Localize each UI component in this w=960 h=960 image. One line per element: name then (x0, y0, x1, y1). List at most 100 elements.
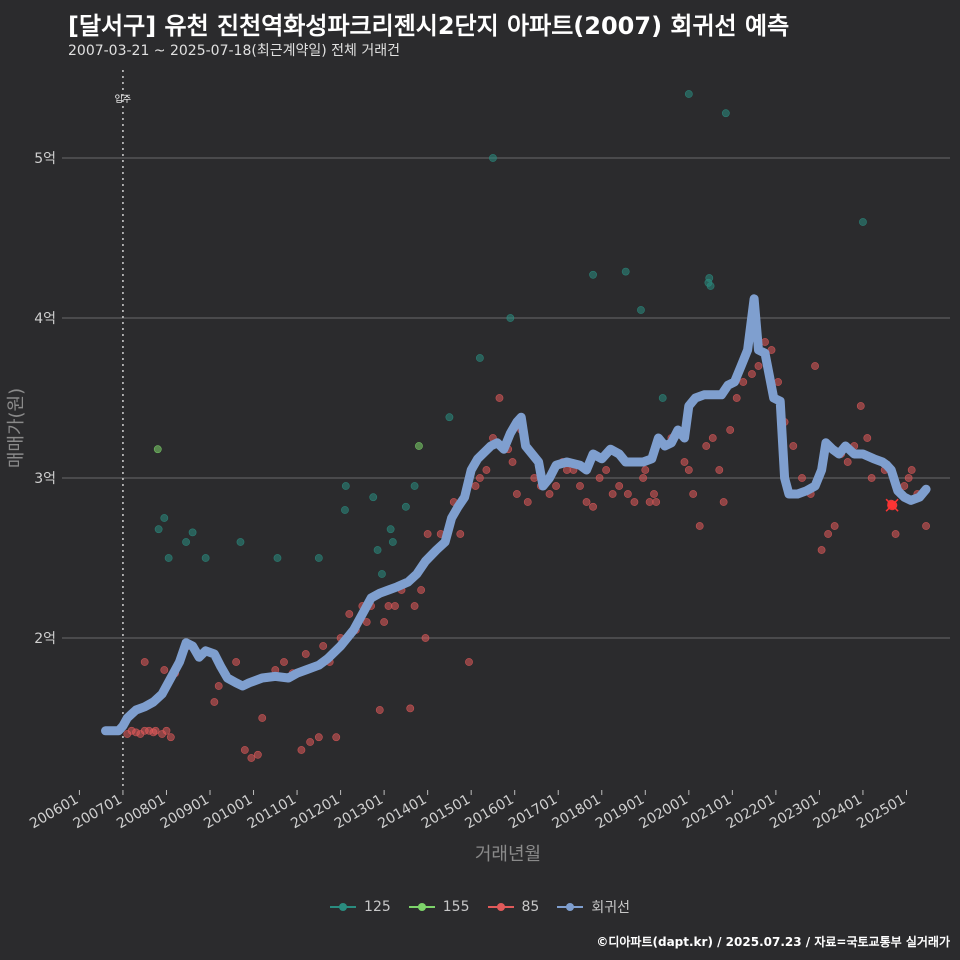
point-85 (652, 498, 661, 506)
highlight-layer (885, 498, 899, 512)
point-85 (708, 434, 717, 442)
point-85 (421, 634, 430, 642)
point-85 (410, 602, 419, 610)
point-125 (621, 267, 630, 276)
x-tick-label: 201201 (288, 792, 342, 833)
point-125 (154, 525, 163, 534)
point-85 (907, 466, 916, 474)
point-85 (482, 466, 491, 474)
legend-item-155: 155 (408, 897, 470, 917)
point-85 (726, 426, 735, 434)
legend-swatch-regression (557, 901, 584, 913)
point-85 (922, 522, 930, 530)
point-85 (306, 738, 315, 746)
x-tick-label: 200801 (114, 792, 168, 833)
regression-line-path (101, 294, 931, 736)
point-85 (798, 474, 806, 482)
point-85 (384, 602, 393, 610)
point-85 (650, 490, 658, 498)
x-tick-label: 202401 (811, 792, 865, 833)
point-85 (319, 642, 328, 650)
point-85 (495, 394, 504, 402)
point-85 (345, 610, 354, 618)
annotation-layer: 입주 (115, 70, 132, 790)
point-85 (789, 442, 798, 450)
point-85 (545, 490, 554, 498)
point-85 (512, 490, 521, 498)
x-tick-label: 201801 (549, 792, 603, 833)
x-tick-label: 200701 (71, 792, 125, 833)
point-85 (162, 726, 171, 735)
x-tick-label: 200901 (158, 792, 212, 833)
point-85 (423, 530, 432, 538)
point-85 (719, 498, 728, 506)
point-125 (378, 570, 386, 578)
point-125 (373, 546, 382, 554)
x-tick-label: 201101 (245, 792, 299, 833)
move-in-label: 입주 (115, 93, 132, 105)
point-85 (210, 698, 219, 706)
point-85 (824, 530, 833, 538)
point-125 (369, 493, 378, 502)
point-85 (508, 458, 517, 466)
legend-swatch-125 (330, 901, 357, 913)
point-85 (689, 490, 698, 498)
point-85 (817, 546, 826, 554)
point-85 (856, 402, 865, 410)
point-85 (904, 474, 913, 482)
point-85 (417, 586, 426, 594)
chart-title: [달서구] 유천 진천역화성파크리젠시2단지 아파트(2007) 회귀선 예측 (68, 12, 790, 40)
y-tick-label: 3억 (34, 471, 56, 487)
point-85 (232, 658, 241, 666)
point-85 (608, 490, 617, 498)
point-85 (375, 706, 384, 714)
point-85 (615, 482, 624, 490)
point-85 (602, 466, 611, 474)
point-125 (386, 525, 395, 534)
point-85 (475, 474, 484, 482)
point-125 (164, 554, 173, 562)
legend-item-85: 85 (487, 897, 540, 917)
point-125 (314, 554, 323, 562)
point-125 (201, 554, 210, 562)
point-85 (391, 602, 399, 610)
point-125 (637, 306, 645, 314)
legend-label-85: 85 (521, 899, 540, 915)
point-155 (415, 442, 423, 450)
chart-subtitle: 2007-03-21 ~ 2025-07-18(최근계약일) 전체 거래건 (68, 43, 400, 59)
point-85 (576, 482, 584, 490)
point-85 (715, 466, 724, 474)
point-125 (475, 354, 484, 362)
point-85 (630, 498, 639, 506)
point-85 (552, 482, 560, 490)
point-85 (695, 522, 704, 530)
point-125 (489, 154, 497, 162)
point-85 (258, 714, 267, 722)
point-85 (523, 498, 532, 506)
legend-label-155: 155 (442, 899, 470, 915)
point-85 (301, 650, 310, 658)
legend-item-regression: 회귀선 (557, 897, 630, 917)
point-85 (166, 733, 175, 742)
point-85 (314, 733, 323, 742)
x-axis-ticks: 2006012007012008012009012010012011012012… (27, 790, 908, 832)
point-125 (506, 314, 515, 322)
point-85 (702, 442, 711, 450)
point-85 (595, 474, 604, 482)
x-tick-label: 201001 (201, 792, 255, 833)
legend-swatch-85 (487, 901, 514, 913)
regression-line (101, 294, 931, 736)
point-85 (748, 370, 756, 378)
point-125 (341, 482, 350, 490)
point-85 (471, 482, 480, 490)
point-85 (151, 726, 160, 735)
x-tick-label: 202201 (724, 792, 778, 833)
x-tick-label: 202301 (767, 792, 821, 833)
y-tick-label: 5억 (34, 151, 56, 167)
point-125 (706, 282, 715, 290)
legend-item-125: 125 (330, 897, 391, 917)
point-125 (684, 90, 693, 98)
point-125 (410, 482, 419, 490)
point-85 (811, 362, 819, 370)
